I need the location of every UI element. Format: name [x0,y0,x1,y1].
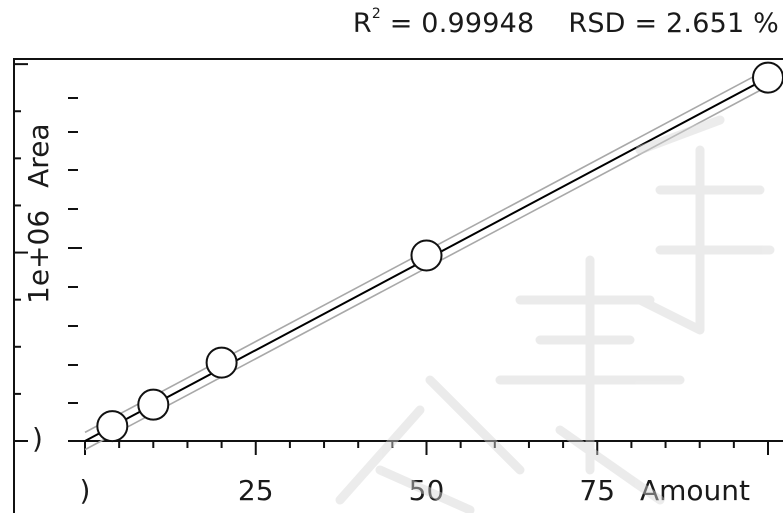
r2-label: R [352,8,372,39]
fit-statistics: R2 = 0.99948 RSD = 2.651 % [352,6,779,39]
plot-area [13,58,783,513]
x-tick-label: 75 [579,474,615,507]
x-tick-label: ) [80,474,91,507]
rsd-value: RSD = 2.651 % [568,8,779,39]
x-tick-label: 25 [238,474,274,507]
r2-value: = 0.99948 [380,8,535,39]
x-axis-title: Amount [640,474,750,507]
data-point [410,239,443,272]
data-point [205,346,238,379]
y-tick-label-0: ) [32,422,43,455]
data-point [137,388,170,421]
data-point [752,61,783,94]
r2-superscript: 2 [371,6,381,22]
data-point [96,410,129,443]
x-tick-label: 50 [409,474,445,507]
